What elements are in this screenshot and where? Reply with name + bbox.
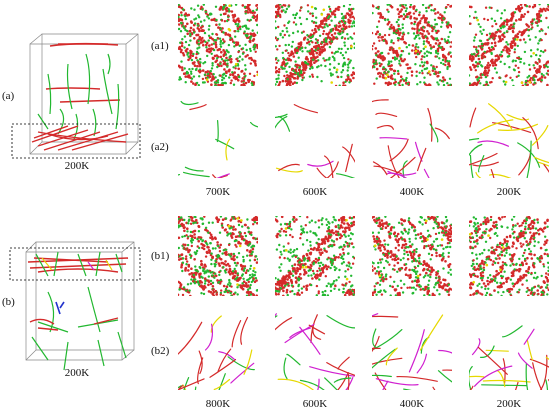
snapshot-b2-2 [275,310,355,390]
snapshot-b1-1 [178,216,258,296]
col-temp-b-3: 400K [399,398,425,410]
snapshot-a1-1 [178,4,258,86]
row-label-a2: (a2) [151,141,169,153]
snapshot-b1-3 [372,216,452,296]
cube-a-figure [11,33,141,159]
col-temp-a-1: 700K [205,186,231,198]
cube-b-panel [8,232,146,382]
snapshot-a1-3 [372,4,452,86]
snapshot-a2-4 [469,98,549,178]
col-temp-b-1: 800K [205,398,231,410]
row-label-b2: (b2) [151,345,170,357]
snapshot-a2-3 [372,98,452,178]
snapshot-b1-4 [469,216,549,296]
col-temp-a-3: 400K [399,186,425,198]
snapshot-b1-2 [275,216,355,296]
col-temp-b-4: 200K [496,398,522,410]
part-a-label: (a) [2,90,15,102]
cube-b-figure [9,241,141,371]
row-label-b1: (b1) [151,250,170,262]
part-b-label: (b) [2,296,15,308]
cube-a-temperature: 200K [64,160,90,172]
snapshot-a1-2 [275,4,355,86]
snapshot-a2-2 [275,98,355,178]
col-temp-b-2: 600K [302,398,328,410]
snapshot-b2-4 [469,310,549,390]
cube-b-temperature: 200K [64,367,90,379]
col-temp-a-4: 200K [496,186,522,198]
snapshot-a2-1 [178,98,258,178]
snapshot-b2-1 [178,310,258,390]
col-temp-a-2: 600K [302,186,328,198]
row-label-a1: (a1) [151,40,169,52]
snapshot-b2-3 [372,310,452,390]
cube-a-panel [8,14,146,164]
snapshot-a1-4 [469,4,549,86]
